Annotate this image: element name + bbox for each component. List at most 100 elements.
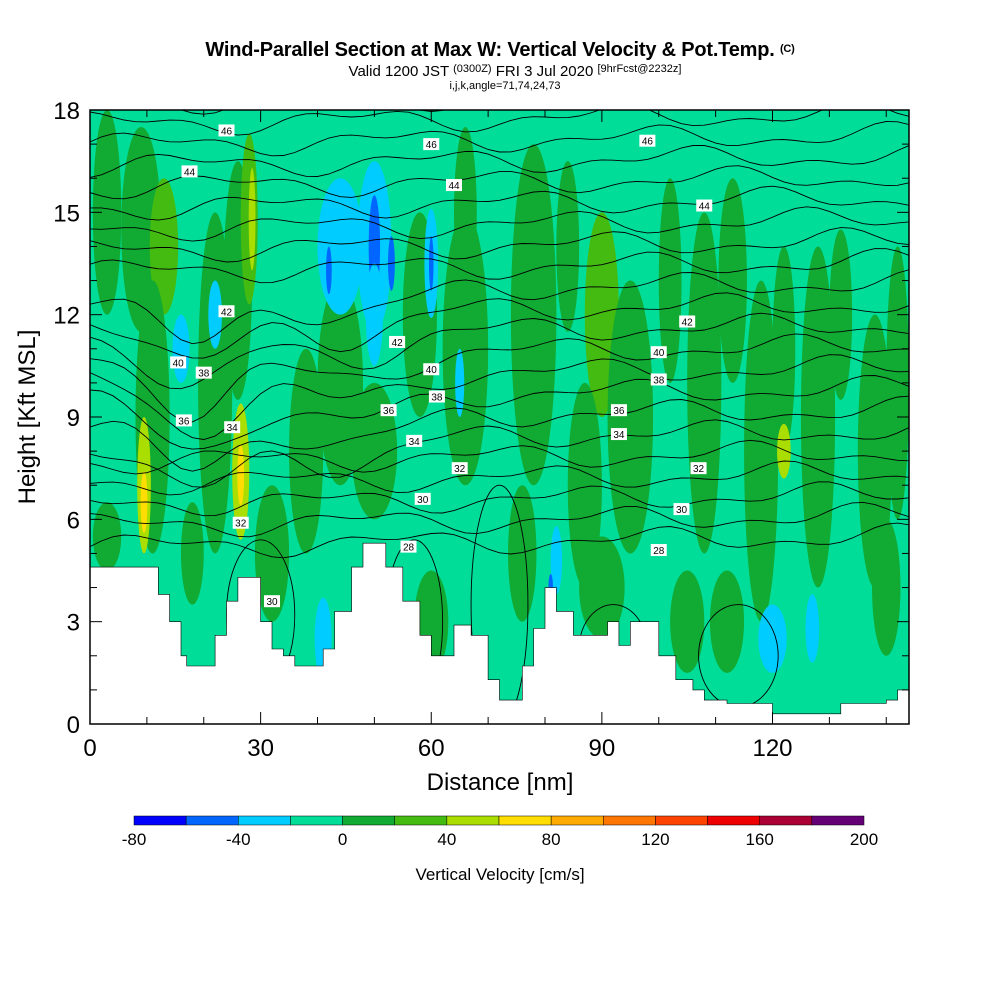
downdraft-cell xyxy=(326,246,332,295)
x-axis: 0 30 60 90 120 xyxy=(83,110,887,762)
contour-label-box xyxy=(181,165,198,178)
theta-contour-line xyxy=(90,333,909,423)
colorbar-bin xyxy=(290,815,343,826)
contour-label-box xyxy=(423,363,440,376)
contour-label-box xyxy=(224,421,241,434)
colorbar-bin xyxy=(185,815,239,826)
contour-label-text: 42 xyxy=(392,338,404,349)
y-axis-label: Height [Kft MSL] xyxy=(14,330,41,505)
velocity-cell xyxy=(744,280,779,622)
contour-label: 40 xyxy=(170,356,187,369)
contour-label: 44 xyxy=(696,199,713,213)
contour-label-box xyxy=(264,595,280,608)
contour-label-text: 42 xyxy=(221,307,233,318)
contour-label-text: 30 xyxy=(266,597,278,608)
contour-label-box xyxy=(218,305,235,318)
contour-label-box xyxy=(451,462,468,475)
title-block: Wind-Parallel Section at Max W: Vertical… xyxy=(0,38,1000,92)
colorbar-bin xyxy=(238,815,291,826)
contour-label: 46 xyxy=(639,134,656,148)
contour-label-text: 46 xyxy=(426,140,438,151)
contour-label-box xyxy=(218,124,235,137)
contour-label: 46 xyxy=(423,138,440,151)
colorbar-bin xyxy=(550,815,604,826)
colorbar-bin xyxy=(498,815,552,826)
contour-label-text: 38 xyxy=(431,393,443,404)
valid-time: Valid 1200 JST xyxy=(348,63,449,80)
colorbar-tick-label: 160 xyxy=(746,830,774,849)
contour-label-box xyxy=(650,373,667,386)
contour-labels: 46 46 46 44 44 44 42 42 42 40 40 40 38 38 38 36 36 36 34 34… xyxy=(170,124,713,608)
velocity-cell xyxy=(289,348,324,554)
colorbar-tick-label: 200 xyxy=(850,830,878,849)
contour-label: 28 xyxy=(650,544,667,557)
contour-label-text: 36 xyxy=(383,406,395,417)
velocity-cell xyxy=(718,178,747,383)
velocity-field xyxy=(90,110,909,724)
contour-label-text: 44 xyxy=(699,202,711,213)
contour-label-box xyxy=(696,199,713,212)
chart-title-text: Wind-Parallel Section at Max W: Vertical… xyxy=(205,39,775,61)
contour-label-box xyxy=(170,356,187,369)
chart-subtitle: Valid 1200 JST (0300Z) FRI 3 Jul 2020 [9… xyxy=(30,61,1000,80)
y-tick-label: 15 xyxy=(53,200,80,227)
colorbar-bin xyxy=(811,815,865,826)
contour-label: 36 xyxy=(175,414,192,427)
theta-contour-line xyxy=(90,248,909,284)
contour-label: 40 xyxy=(423,363,440,376)
contour-label-text: 34 xyxy=(613,430,625,441)
contour-label-box xyxy=(673,503,690,516)
contour-label-text: 32 xyxy=(454,464,466,475)
velocity-cell xyxy=(248,167,256,271)
velocity-cell xyxy=(454,127,477,298)
velocity-cell xyxy=(149,178,179,315)
theta-contour-line xyxy=(90,312,909,390)
y-tick-label: 18 xyxy=(53,98,80,125)
colorbar-bin xyxy=(707,815,760,826)
colorbar-tick-label: 0 xyxy=(338,830,347,849)
x-tick-label: 120 xyxy=(752,735,792,762)
contour-label-text: 44 xyxy=(184,167,196,178)
x-tick-label: 90 xyxy=(589,735,616,762)
colorbar-tick-label: -80 xyxy=(122,830,147,849)
contour-label: 46 xyxy=(218,124,235,137)
contour-label: 38 xyxy=(428,390,445,404)
theta-contour-line xyxy=(90,121,909,157)
velocity-cell xyxy=(829,229,853,400)
velocity-cell xyxy=(772,246,796,452)
contour-label-box xyxy=(690,462,707,475)
contour-label-box xyxy=(423,138,440,151)
colorbar-bin xyxy=(446,815,500,826)
colorbar-bin xyxy=(133,815,187,826)
valid-date: FRI 3 Jul 2020 xyxy=(495,63,594,80)
downdraft-cell xyxy=(455,348,465,417)
downdraft-cell xyxy=(365,263,383,366)
contour-label: 42 xyxy=(389,335,406,349)
x-tick-label: 30 xyxy=(247,735,274,762)
contour-label-text: 38 xyxy=(653,375,665,386)
forecast-info: [9hrFcst@2232z] xyxy=(597,63,682,75)
colorbar-label: Vertical Velocity [cm/s] xyxy=(415,865,584,884)
chart-title: Wind-Parallel Section at Max W: Vertical… xyxy=(0,38,1000,61)
colorbar-bin xyxy=(342,815,395,826)
contour-label-box xyxy=(610,428,627,441)
contour-label-box xyxy=(195,366,212,379)
contour-label-text: 42 xyxy=(682,317,694,328)
contour-label: 34 xyxy=(224,421,241,434)
contour-label-box xyxy=(406,434,423,447)
velocity-cell xyxy=(317,280,363,486)
velocity-cell xyxy=(857,314,892,588)
velocity-cell xyxy=(237,444,245,506)
contour-label-text: 34 xyxy=(227,423,239,434)
contour-label-text: 44 xyxy=(448,181,460,192)
theta-contour-line xyxy=(90,419,909,488)
contour-label-box xyxy=(232,516,249,529)
contour-label: 30 xyxy=(264,595,280,608)
contour-label: 32 xyxy=(690,462,707,475)
contour-label: 32 xyxy=(232,516,249,530)
y-tick-label: 12 xyxy=(53,303,80,330)
contour-label: 34 xyxy=(406,434,423,448)
theta-contour-line xyxy=(90,145,909,178)
velocity-cell xyxy=(579,536,625,639)
contour-label-text: 36 xyxy=(178,416,190,427)
